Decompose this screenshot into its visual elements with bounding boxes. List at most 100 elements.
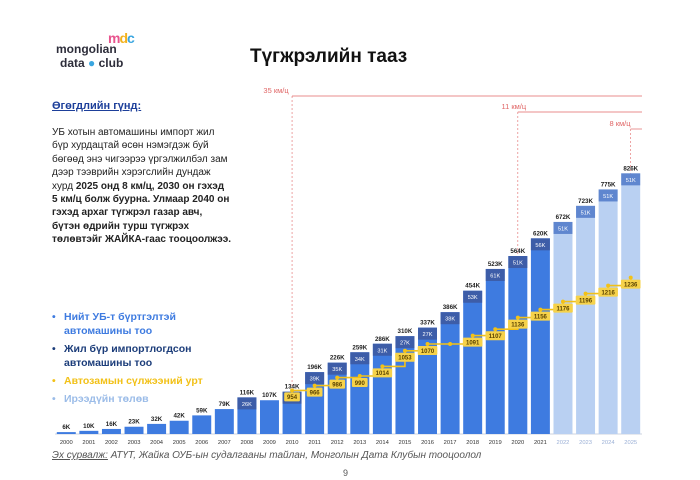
road-point xyxy=(606,283,611,288)
total-label: 59K xyxy=(196,407,208,414)
road-label-box xyxy=(620,279,641,289)
import-label: 51K xyxy=(558,226,568,232)
bar-import xyxy=(485,268,505,281)
road-label-box xyxy=(329,379,346,389)
road-point xyxy=(493,327,498,332)
x-tick-label: 2007 xyxy=(218,440,231,446)
road-label-box xyxy=(530,311,551,321)
import-label: 51K xyxy=(603,194,613,200)
bar-total xyxy=(169,420,189,434)
x-tick-label: 2016 xyxy=(421,440,434,446)
total-label: 259K xyxy=(352,344,367,351)
total-label: 226K xyxy=(330,355,345,362)
road-label: 1014 xyxy=(376,371,390,377)
x-tick-label: 2002 xyxy=(105,440,118,446)
source-note: Эх сурвалж: АТҮТ, Жайка ОУБ-ын судалгаан… xyxy=(52,450,481,461)
x-tick-label: 2024 xyxy=(602,440,616,446)
legend-label: Нийт УБ-т бүртгэлтэй автомашины тоо xyxy=(64,311,176,337)
road-point xyxy=(515,315,520,320)
road-label-box xyxy=(284,392,300,402)
bar-total xyxy=(440,312,460,434)
x-tick-label: 2018 xyxy=(466,440,479,446)
bar-import xyxy=(305,372,325,385)
import-label: 27K xyxy=(400,341,410,347)
bullet-icon: • xyxy=(52,343,56,355)
road-label-box xyxy=(417,346,438,355)
speed-label: 35 км/ц xyxy=(263,86,289,95)
road-point xyxy=(448,342,453,346)
bar-import xyxy=(598,189,618,202)
total-label: 6K xyxy=(62,424,70,431)
bar-total xyxy=(124,426,144,434)
logo-text-mongolian: mongolian xyxy=(56,42,117,56)
road-label: 1196 xyxy=(579,298,593,304)
x-tick-label: 2025 xyxy=(624,440,637,446)
road-label: 986 xyxy=(332,382,343,388)
speed-label: 8 км/ц xyxy=(609,119,631,128)
bar-import xyxy=(576,205,596,218)
bar-import xyxy=(395,336,415,349)
road-point xyxy=(538,307,543,312)
bar-total xyxy=(621,173,641,434)
road-label: 954 xyxy=(287,395,298,401)
total-label: 134K xyxy=(285,384,300,391)
bullet-icon: • xyxy=(52,393,56,405)
total-label: 310K xyxy=(398,328,413,335)
bar-import xyxy=(327,362,347,375)
x-tick-label: 2012 xyxy=(331,440,344,446)
bullet-icon: • xyxy=(52,311,56,323)
intro-text: УБ хотын автомашины импорт жил бүр хурда… xyxy=(52,126,232,247)
bar-total xyxy=(259,400,279,434)
road-label: 1216 xyxy=(601,290,615,296)
total-label: 523K xyxy=(488,261,503,268)
road-label-box xyxy=(306,387,323,397)
bar-total xyxy=(485,268,505,434)
x-tick-label: 2003 xyxy=(128,440,141,446)
x-tick-label: 2015 xyxy=(398,440,411,446)
legend-label: Жил бүр импортлогдсон автомашины тоо xyxy=(64,343,192,369)
import-label: 38K xyxy=(445,317,455,323)
road-label-box xyxy=(485,331,506,341)
import-label: 26K xyxy=(242,402,252,408)
source-label: Эх сурвалж: xyxy=(52,450,108,461)
bar-total xyxy=(56,432,76,434)
bar-total xyxy=(79,430,99,434)
road-point xyxy=(425,342,430,346)
road-label: 966 xyxy=(310,390,321,396)
bar-import xyxy=(237,397,257,410)
x-tick-label: 2014 xyxy=(376,440,390,446)
road-label: 1091 xyxy=(466,340,480,346)
import-label: 34K xyxy=(355,357,365,363)
logo-text-data-club: data ● club xyxy=(60,56,124,70)
source-text: АТҮТ, Жайка ОУБ-ын судалгааны тайлан, Мо… xyxy=(107,450,482,461)
import-label: 56K xyxy=(535,243,545,249)
x-tick-label: 2020 xyxy=(511,440,524,446)
total-label: 16K xyxy=(106,421,118,428)
total-label: 564K xyxy=(510,248,525,255)
import-label: 61K xyxy=(490,273,500,279)
bar-total xyxy=(598,189,618,434)
x-tick-label: 2019 xyxy=(489,440,502,446)
bar-total xyxy=(214,409,234,434)
road-point xyxy=(335,375,340,380)
bullet-icon: • xyxy=(52,375,56,387)
road-label-box xyxy=(553,303,573,313)
x-tick-label: 2013 xyxy=(353,440,366,446)
total-label: 10K xyxy=(83,423,95,430)
bar-import xyxy=(508,256,528,269)
total-label: 196K xyxy=(307,364,322,371)
road-label: 1156 xyxy=(534,314,548,320)
x-tick-label: 2006 xyxy=(195,440,208,446)
road-point xyxy=(583,291,588,296)
x-tick-label: 2022 xyxy=(557,440,570,446)
import-label: 53K xyxy=(468,295,478,301)
legend-label: Ирээдүйн төлөв xyxy=(64,393,149,405)
x-tick-label: 2000 xyxy=(60,440,73,446)
x-tick-label: 2023 xyxy=(579,440,592,446)
logo: mdc mongolian data ● club xyxy=(56,30,136,70)
total-label: 107K xyxy=(262,392,277,399)
import-label: 51K xyxy=(513,261,523,267)
road-label-box xyxy=(598,287,618,297)
bar-import xyxy=(372,343,392,356)
